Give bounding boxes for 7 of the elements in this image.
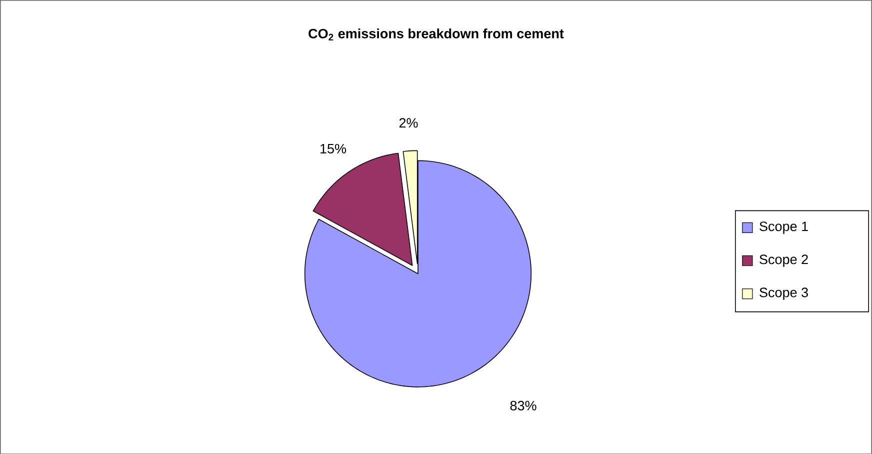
legend-label: Scope 1 — [760, 221, 808, 234]
chart-title: CO$_{2}$ emissions breakdown from cement — [308, 28, 564, 40]
legend-label: Scope 2 — [760, 254, 808, 267]
legend-label: Scope 3 — [760, 287, 808, 300]
data-label: 83% — [510, 400, 536, 410]
data-label: 2% — [399, 118, 418, 128]
data-label: 15% — [320, 144, 346, 154]
